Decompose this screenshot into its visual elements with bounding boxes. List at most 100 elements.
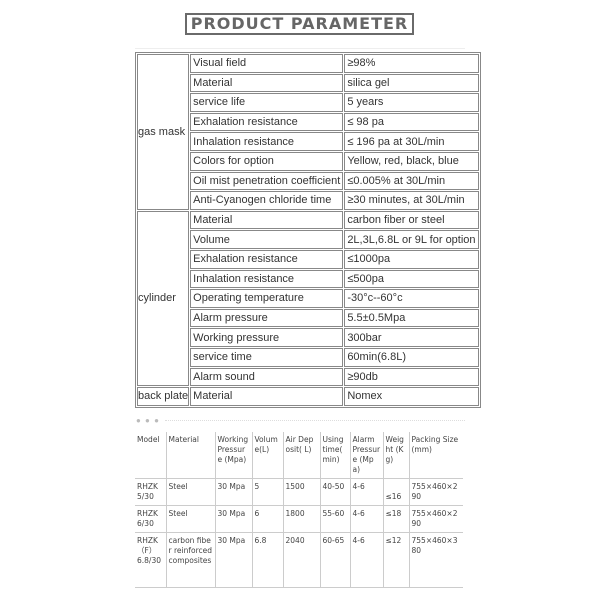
column-header: Volum e(L) <box>251 432 284 479</box>
spec-row: Volume 2L,3L,6.8L or 9L for option <box>137 230 479 249</box>
spec-parameter: Material <box>190 73 344 93</box>
spec-row: Inhalation resistance ≤ 196 pa at 30L/min <box>137 132 479 151</box>
divider <box>165 420 465 421</box>
spec-value: 300bar <box>344 328 479 347</box>
table-cell: RHZK （F） 6.8/30 <box>135 532 167 588</box>
column-header: Alarm Pressur e (Mpa) <box>349 432 384 479</box>
table-cell: RHZK 6/30 <box>135 505 167 533</box>
spec-row: Operating temperature -30°c--60°c <box>137 289 479 308</box>
spec-parameter: Operating temperature <box>190 289 344 308</box>
spec-row: service time 60min(6.8L) <box>137 347 479 367</box>
column-header: Working Pressure (Mpa) <box>214 432 253 479</box>
spec-value: -30°c--60°c <box>344 289 479 308</box>
table-cell: 5 <box>251 478 284 506</box>
spec-value: 5 years <box>344 93 479 112</box>
spec-parameter: Colors for option <box>190 151 344 171</box>
spec-value: silica gel <box>344 73 479 93</box>
table-header-row: Model Material Working Pressure (Mpa) Volum… <box>135 432 463 479</box>
spec-value: ≤ 98 pa <box>344 112 479 132</box>
table-cell: carbon fiber reinforced composites <box>165 532 216 588</box>
table-cell: 1800 <box>282 505 321 533</box>
table-cell: 60-65 <box>319 532 351 588</box>
table-cell: 6.8 <box>251 532 284 588</box>
spec-parameter: Anti-Cyanogen chloride time <box>190 191 344 210</box>
spec-value: ≤500pa <box>344 269 479 289</box>
spec-value: ≤0.005% at 30L/min <box>344 171 479 191</box>
spec-parameter: Oil mist penetration coefficient <box>190 171 344 191</box>
spec-value: Yellow, red, black, blue <box>344 151 479 171</box>
spec-parameter: Inhalation resistance <box>190 269 344 289</box>
spec-value: ≥90db <box>344 367 479 387</box>
spec-row: Alarm pressure 5.5±0.5Mpa <box>137 308 479 328</box>
table-cell: 4-6 <box>349 478 384 506</box>
group-label: back plate <box>137 387 190 406</box>
spec-row: Exhalation resistance ≤ 98 pa <box>137 112 479 132</box>
spec-parameter: service life <box>190 93 344 112</box>
table-cell: ≤18 <box>382 505 410 533</box>
spec-row: cylinder Material carbon fiber or steel <box>137 210 479 387</box>
spec-parameter: Material <box>190 210 344 230</box>
models-table: Model Material Working Pressure (Mpa) Volum… <box>135 432 463 588</box>
spec-parameter: service time <box>190 347 344 367</box>
spec-parameter: Working pressure <box>190 328 344 347</box>
table-cell: 6 <box>251 505 284 533</box>
spec-value: ≥98% <box>344 54 479 73</box>
table-cell: 2040 <box>282 532 321 588</box>
spec-value: carbon fiber or steel <box>344 210 479 230</box>
group-label: cylinder <box>137 210 190 387</box>
spec-row: Inhalation resistance ≤500pa <box>137 269 479 289</box>
table-cell: 1500 <box>282 478 321 506</box>
table-cell: 30 Mpa <box>214 505 253 533</box>
table-cell: 30 Mpa <box>214 478 253 506</box>
table-row: RHZK 5/30 Steel 30 Mpa 5 1500 40-50 4-6 ≤16 755×… <box>135 478 463 506</box>
spec-row: Oil mist penetration coefficient ≤0.005% … <box>137 171 479 191</box>
spec-row: Exhalation resistance ≤1000pa <box>137 249 479 269</box>
table-cell: Steel <box>165 505 216 533</box>
spec-value: 2L,3L,6.8L or 9L for option <box>344 230 479 249</box>
spec-row: Working pressure 300bar <box>137 328 479 347</box>
column-header: Weig ht (Kg) <box>382 432 410 479</box>
table-cell: 4-6 <box>349 505 384 533</box>
spec-parameter: Alarm pressure <box>190 308 344 328</box>
table-cell: 30 Mpa <box>214 532 253 588</box>
column-header: Air Deposit( L) <box>282 432 321 479</box>
spec-value: ≥30 minutes, at 30L/min <box>344 191 479 210</box>
divider <box>135 48 465 49</box>
table-row: RHZK 6/30 Steel 30 Mpa 6 1800 55-60 4-6 ≤18 755×… <box>135 505 463 533</box>
spec-table: gas mask Visual field ≥98% Material silica g… <box>135 52 481 408</box>
table-cell: 4-6 <box>349 532 384 588</box>
table-cell: Steel <box>165 478 216 506</box>
spec-row: Colors for option Yellow, red, black, blu… <box>137 151 479 171</box>
spec-parameter: Inhalation resistance <box>190 132 344 151</box>
spec-row: Anti-Cyanogen chloride time ≥30 minutes, … <box>137 191 479 210</box>
column-header: Material <box>165 432 216 479</box>
column-header: Packing Size(mm) <box>408 432 463 479</box>
spec-row: gas mask Visual field ≥98% <box>137 54 479 210</box>
spec-row: Material silica gel <box>137 73 479 93</box>
spec-parameter: Visual field <box>190 54 344 73</box>
page-title: PRODUCT PARAMETER <box>185 13 414 35</box>
spec-row: service life 5 years <box>137 93 479 112</box>
table-cell: ≤12 <box>382 532 410 588</box>
spec-value: ≤ 196 pa at 30L/min <box>344 132 479 151</box>
table-cell: 40-50 <box>319 478 351 506</box>
spec-parameter: Exhalation resistance <box>190 112 344 132</box>
spec-value: Nomex <box>344 387 479 406</box>
table-row: RHZK （F） 6.8/30 carbon fiber reinforced c… <box>135 532 463 588</box>
spec-parameter: Material <box>190 387 344 406</box>
spec-row: back plate Material Nomex <box>137 387 479 406</box>
spec-row: Alarm sound ≥90db <box>137 367 479 387</box>
spec-value: ≤1000pa <box>344 249 479 269</box>
spec-parameter: Exhalation resistance <box>190 249 344 269</box>
column-header: Using time( min) <box>319 432 351 479</box>
spec-parameter: Volume <box>190 230 344 249</box>
table-cell: RHZK 5/30 <box>135 478 167 506</box>
spec-value: 60min(6.8L) <box>344 347 479 367</box>
table-cell: ≤16 <box>382 478 410 506</box>
column-header: Model <box>135 432 167 479</box>
dots-icon: ● ● ● <box>136 416 160 425</box>
spec-value: 5.5±0.5Mpa <box>344 308 479 328</box>
table-cell: 755×460×290 <box>408 505 463 533</box>
spec-parameter: Alarm sound <box>190 367 344 387</box>
table-cell: 755×460×380 <box>408 532 463 588</box>
